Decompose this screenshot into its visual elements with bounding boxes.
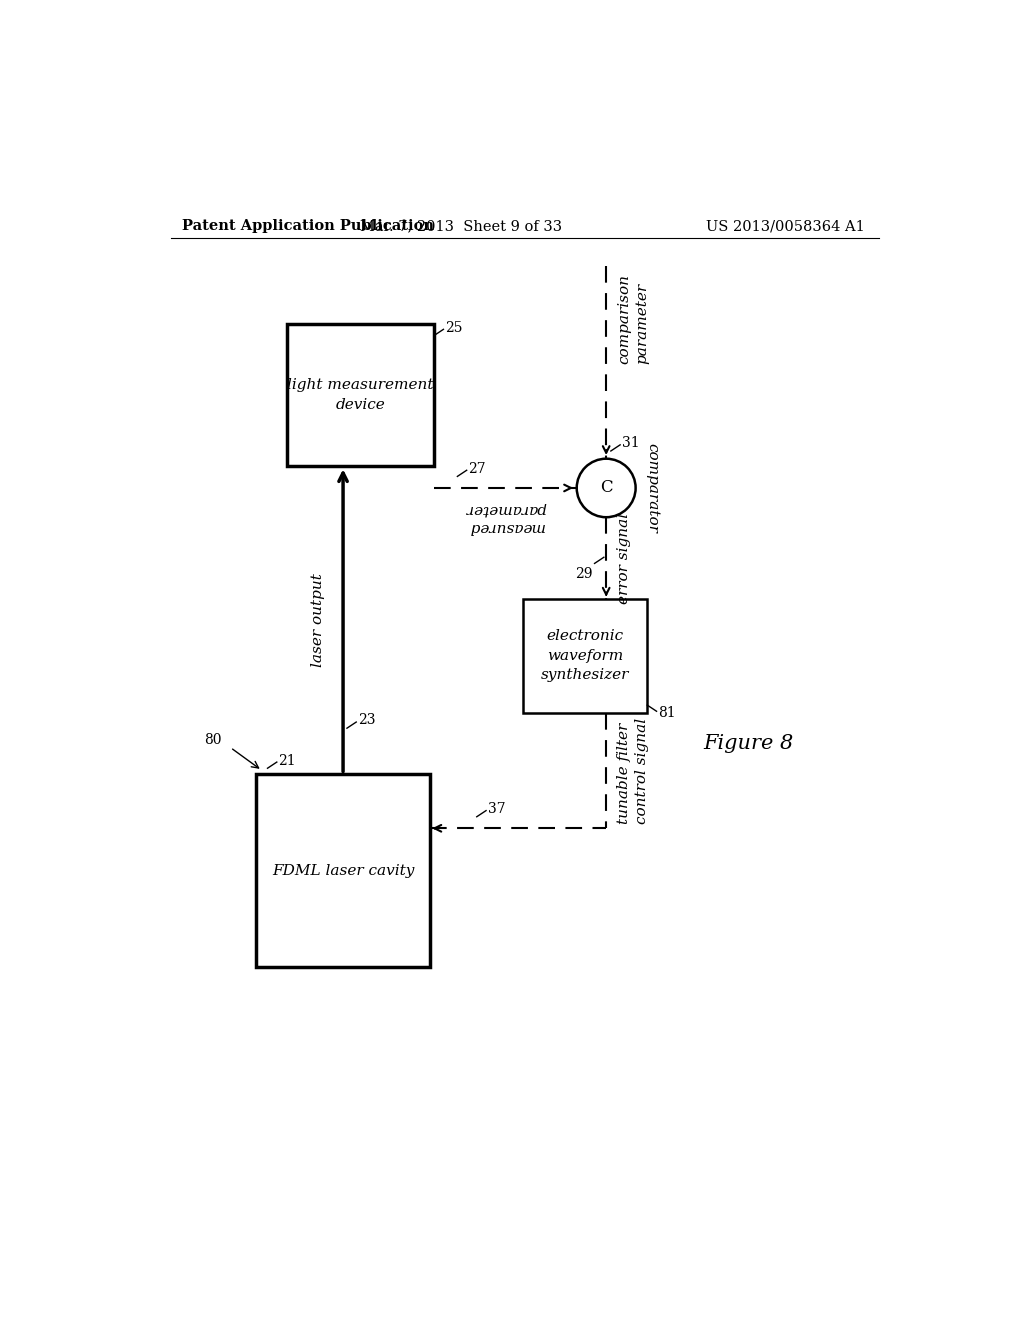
Text: Figure 8: Figure 8	[702, 734, 794, 754]
Text: comparison
parameter: comparison parameter	[617, 275, 649, 364]
Text: 27: 27	[468, 462, 485, 475]
Text: laser output: laser output	[311, 573, 326, 668]
Text: light measurement
device: light measurement device	[288, 379, 434, 412]
Text: 29: 29	[575, 566, 593, 581]
Text: 80: 80	[205, 733, 222, 747]
Text: tunable filter
control signal: tunable filter control signal	[617, 718, 649, 824]
Text: 25: 25	[445, 321, 463, 335]
Text: Mar. 7, 2013  Sheet 9 of 33: Mar. 7, 2013 Sheet 9 of 33	[360, 219, 562, 234]
Text: comparator: comparator	[646, 444, 659, 533]
Text: error signal: error signal	[617, 512, 631, 603]
Text: FDML laser cavity: FDML laser cavity	[272, 863, 415, 878]
Circle shape	[577, 459, 636, 517]
Bar	[256, 775, 430, 966]
Text: Patent Application Publication: Patent Application Publication	[182, 219, 434, 234]
Text: C: C	[600, 479, 612, 496]
Text: measured
parameter: measured parameter	[465, 502, 546, 535]
Text: 21: 21	[279, 754, 296, 767]
Bar	[287, 323, 434, 466]
Bar	[523, 599, 647, 713]
Text: 23: 23	[357, 714, 375, 727]
Text: 31: 31	[622, 437, 639, 450]
Text: 81: 81	[658, 706, 676, 719]
Text: 37: 37	[487, 803, 505, 816]
Text: US 2013/0058364 A1: US 2013/0058364 A1	[706, 219, 864, 234]
Text: electronic
waveform
synthesizer: electronic waveform synthesizer	[541, 630, 630, 682]
